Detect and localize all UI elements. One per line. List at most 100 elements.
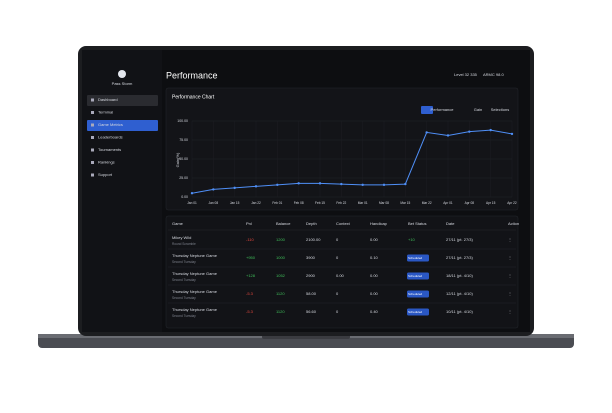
row-action[interactable]: ⋮ bbox=[508, 237, 512, 242]
cell: 56.60 bbox=[306, 309, 317, 314]
cell: 2100.00 bbox=[306, 237, 321, 242]
y-tick-label: 100.00 bbox=[177, 119, 188, 123]
cell: -110 bbox=[246, 237, 254, 242]
row-action[interactable]: ⋮ bbox=[508, 309, 512, 314]
column-header: Pnl bbox=[246, 221, 252, 226]
column-header: Action bbox=[508, 221, 519, 226]
x-tick-label: Feb 22 bbox=[336, 201, 346, 205]
x-tick-label: Feb 01 bbox=[272, 201, 282, 205]
game-name: Mikey Wild bbox=[172, 235, 191, 240]
row-action[interactable]: ⋮ bbox=[508, 273, 512, 278]
x-tick-label: Mar 01 bbox=[358, 201, 368, 205]
x-tick-label: Apr 22 bbox=[507, 201, 517, 205]
y-tick-label: 0.00 bbox=[181, 195, 188, 199]
game-name: Thursday Neptune Game bbox=[172, 307, 218, 312]
nav-label[interactable]: Tournaments bbox=[98, 147, 121, 152]
game-name: Thursday Neptune Game bbox=[172, 289, 218, 294]
cell: 1052 bbox=[276, 273, 286, 278]
cell: 2900 bbox=[306, 273, 316, 278]
column-header: Context bbox=[336, 221, 351, 226]
y-tick-label: 50.00 bbox=[179, 157, 188, 161]
data-point bbox=[382, 183, 386, 187]
data-point bbox=[404, 182, 407, 186]
x-tick-label: Jan 22 bbox=[251, 201, 261, 205]
x-tick-label: Apr 01 bbox=[443, 201, 453, 205]
cell: 0.10 bbox=[370, 255, 379, 260]
x-tick-label: Jan 08 bbox=[209, 201, 219, 205]
y-tick-label: 25.00 bbox=[179, 176, 188, 180]
x-tick-label: Mar 15 bbox=[400, 201, 410, 205]
x-tick-label: Feb 15 bbox=[315, 201, 325, 205]
nav-icon bbox=[91, 148, 94, 152]
nav-label[interactable]: Dashboard bbox=[98, 97, 118, 102]
data-point bbox=[510, 132, 514, 136]
cell: 0.00 bbox=[370, 273, 379, 278]
x-tick-label: Apr 08 bbox=[465, 201, 475, 205]
column-header: Depth bbox=[306, 221, 317, 226]
sidebar bbox=[82, 50, 162, 332]
row-action[interactable]: ⋮ bbox=[508, 255, 512, 260]
header-stat: Level 32 335 bbox=[454, 72, 478, 77]
chart-tab[interactable]: Selections bbox=[491, 107, 509, 112]
nav-label[interactable]: Game Metrics bbox=[98, 122, 123, 127]
cell: 1200 bbox=[276, 237, 286, 242]
chart-tab[interactable]: Gain bbox=[474, 107, 482, 112]
nav-item[interactable] bbox=[87, 95, 158, 106]
x-tick-label: Mar 08 bbox=[379, 201, 389, 205]
cell: 27/11 (pt. 27/3) bbox=[446, 255, 474, 260]
cell: 12/11 (pt. 4/10) bbox=[446, 291, 474, 296]
cell: Scheduled bbox=[408, 310, 423, 314]
nav-icon bbox=[91, 123, 94, 127]
cell: 3900 bbox=[306, 255, 316, 260]
game-sub: Round Scramble bbox=[172, 242, 196, 246]
chart-icon-button[interactable] bbox=[421, 106, 433, 114]
data-point bbox=[190, 192, 194, 195]
game-sub: Second Tuesday bbox=[172, 278, 196, 282]
data-point bbox=[254, 185, 258, 188]
data-point bbox=[340, 182, 343, 186]
nav-label[interactable]: Rankings bbox=[98, 160, 115, 165]
brand-name: Pass Storm bbox=[112, 81, 133, 86]
cell: +10 bbox=[408, 237, 416, 242]
game-sub: Second Tuesday bbox=[172, 296, 196, 300]
y-axis-label: Gain(%) bbox=[175, 152, 180, 167]
cell: 0 bbox=[336, 309, 339, 314]
x-tick-label: Jan 15 bbox=[230, 201, 240, 205]
cell: 0.00 bbox=[370, 237, 379, 242]
nav-item[interactable] bbox=[87, 120, 158, 131]
cell: 27/11 (pt. 27/3) bbox=[446, 237, 474, 242]
nav-label[interactable]: Terminal bbox=[98, 110, 113, 115]
cell: 10/11 (pt. 4/10) bbox=[446, 309, 474, 314]
x-tick-label: Apr 15 bbox=[486, 201, 496, 205]
status-badge bbox=[407, 254, 429, 262]
nav-label[interactable]: Leaderboards bbox=[98, 135, 123, 140]
game-sub: Second Tuesday bbox=[172, 260, 196, 264]
cell: 0 bbox=[336, 291, 339, 296]
row-action[interactable]: ⋮ bbox=[508, 291, 512, 296]
brand-logo bbox=[118, 70, 126, 78]
status-badge bbox=[407, 308, 429, 316]
y-tick-label: 75.00 bbox=[179, 138, 188, 142]
data-point bbox=[276, 183, 279, 187]
cell: 1000 bbox=[276, 255, 286, 260]
x-tick-label: Feb 08 bbox=[294, 201, 304, 205]
game-sub: Second Tuesday bbox=[172, 314, 196, 318]
data-point bbox=[297, 182, 300, 185]
table-card bbox=[165, 215, 519, 329]
cell: Scheduled bbox=[408, 256, 423, 260]
cell: +950 bbox=[246, 255, 256, 260]
nav-icon bbox=[91, 161, 94, 164]
cell: 1120 bbox=[276, 291, 285, 296]
cell: 1120 bbox=[276, 309, 285, 314]
cell: Scheduled bbox=[408, 274, 423, 278]
chart-tab[interactable]: Performance bbox=[431, 107, 455, 112]
cell: 0.00 bbox=[370, 291, 379, 296]
nav-label[interactable]: Support bbox=[98, 172, 113, 177]
column-header: Balance bbox=[276, 221, 291, 226]
data-point bbox=[425, 131, 428, 134]
data-point bbox=[361, 183, 364, 187]
data-point bbox=[489, 128, 492, 132]
data-point bbox=[212, 188, 215, 191]
cell: 0.00 bbox=[336, 273, 345, 278]
